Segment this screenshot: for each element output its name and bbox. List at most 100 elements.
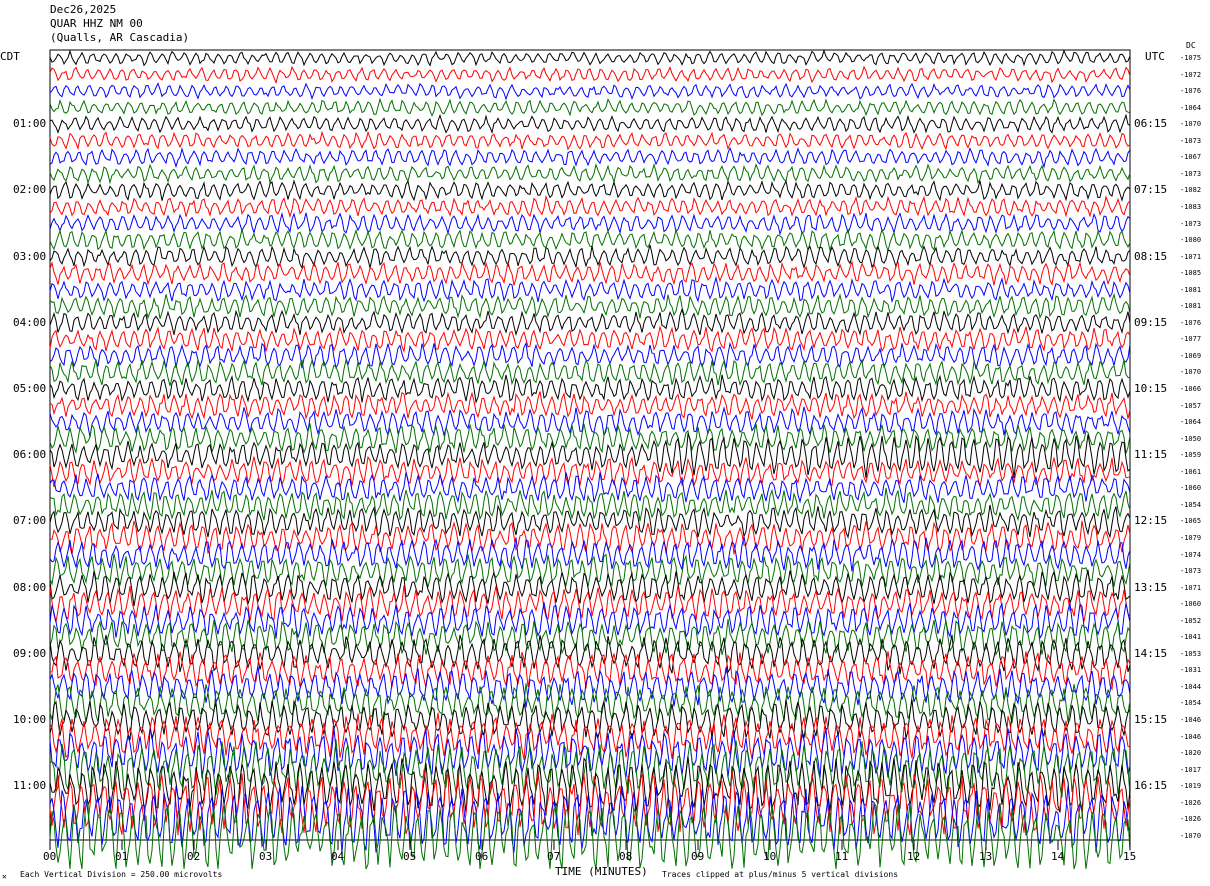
dc-offset-label: -1061 (1180, 467, 1202, 476)
right-time-label: 12:15 (1134, 514, 1168, 528)
dc-offset-label: -1072 (1180, 70, 1202, 79)
left-time-label: 11:00 (13, 779, 47, 793)
trace-line (49, 179, 1131, 202)
dc-offset-label: -1054 (1180, 699, 1202, 708)
trace-line (49, 487, 1131, 522)
dc-offset-label: -1073 (1180, 136, 1202, 145)
trace-line (49, 651, 1131, 691)
x-tick-label: 13 (979, 850, 993, 863)
x-tick-label: 08 (619, 850, 633, 863)
dc-offset-label: -1070 (1180, 831, 1202, 840)
dc-label: DC (1186, 41, 1196, 50)
trace-line (49, 801, 1131, 870)
scale-note: Each Vertical Division = 250.00 microvol… (20, 870, 223, 879)
left-time-label: 05:00 (13, 382, 47, 395)
trace-line (49, 391, 1131, 420)
x-tick-label: 00 (43, 850, 57, 863)
dc-offset-label: -1071 (1180, 252, 1202, 261)
trace-line (49, 307, 1131, 337)
trace-line (49, 227, 1131, 253)
x-tick-label: 10 (763, 850, 777, 863)
trace-line (49, 49, 1131, 67)
x-axis-label: TIME (MINUTES) (555, 865, 648, 878)
trace-line (49, 97, 1131, 117)
right-time-label: 10:15 (1134, 382, 1168, 395)
dc-offset-label: -1046 (1180, 732, 1202, 741)
trace-line (49, 699, 1131, 741)
dc-offset-label: -1081 (1180, 285, 1202, 294)
trace-line (49, 769, 1131, 836)
right-time-label: 11:15 (1134, 448, 1168, 462)
left-time-label: 08:00 (13, 580, 47, 594)
date-label: Dec26,2025 (50, 3, 117, 16)
dc-offset-label: -1064 (1180, 418, 1202, 427)
dc-offset-label: -1026 (1180, 815, 1202, 824)
trace-line (49, 727, 1131, 779)
right-time-label: 13:15 (1134, 580, 1168, 594)
right-time-label: 16:15 (1134, 779, 1168, 793)
plot-frame (49, 49, 1131, 841)
trace-line (49, 341, 1131, 370)
trace-line (49, 275, 1131, 304)
x-tick-label: 03 (259, 850, 273, 863)
dc-offset-label: -1073 (1180, 169, 1202, 178)
left-time-label: 09:00 (13, 646, 47, 660)
dc-offset-label: -1046 (1180, 716, 1202, 724)
trace-line (49, 82, 1131, 101)
dc-offset-label: -1074 (1180, 550, 1202, 559)
x-tick-label: 14 (1051, 850, 1065, 863)
right-time-label: 07:15 (1134, 183, 1168, 197)
dc-offset-label: -1054 (1180, 500, 1202, 509)
trace-line (49, 634, 1131, 675)
trace-line (49, 146, 1131, 169)
right-time-label: 14:15 (1134, 646, 1168, 660)
dc-offset-label: -1082 (1180, 186, 1202, 195)
dc-offset-label: -1076 (1180, 318, 1202, 327)
x-tick-label: 06 (475, 850, 489, 863)
dc-offset-label: -1050 (1180, 434, 1202, 443)
dc-offset-label: -1060 (1180, 600, 1202, 609)
dc-offset-label: -1019 (1180, 782, 1202, 791)
trace-line (49, 683, 1131, 724)
x-tick-label: 07 (547, 850, 561, 863)
trace-line (49, 712, 1131, 760)
trace-line (49, 585, 1131, 623)
dc-offset-label: -1067 (1180, 153, 1202, 162)
location-label: (Qualls, AR Cascadia) (50, 31, 190, 44)
left-time-label: 06:00 (13, 448, 47, 462)
trace-line (49, 325, 1131, 354)
trace-line (49, 244, 1131, 270)
trace-line (49, 432, 1131, 479)
dc-offset-label: -1053 (1180, 649, 1202, 658)
trace-line (49, 211, 1131, 236)
left-time-label: 01:00 (13, 117, 47, 131)
left-time-label: 03:00 (13, 249, 47, 263)
dc-offset-label: -1080 (1180, 236, 1202, 245)
dc-offset-label: -1065 (1180, 517, 1202, 526)
dc-offset-label: -1057 (1180, 401, 1202, 410)
dc-offset-label: -1075 (1180, 54, 1202, 62)
trace-line (49, 520, 1131, 555)
dc-offset-label: -1064 (1180, 103, 1202, 112)
trace-line (49, 666, 1131, 708)
dc-offset-label: -1069 (1180, 351, 1202, 360)
x-tick-label: 15 (1123, 850, 1137, 863)
station-label: QUAR HHZ NM 00 (50, 17, 143, 30)
trace-line (49, 455, 1131, 488)
dc-offset-label: -1060 (1180, 484, 1202, 493)
dc-offset-label: -1079 (1180, 533, 1202, 542)
dc-offset-label: -1076 (1180, 87, 1202, 96)
dc-offset-label: -1044 (1180, 682, 1202, 691)
left-timezone: CDT (0, 50, 20, 63)
dc-offset-label: -1073 (1180, 219, 1202, 228)
dc-offset-label: -1041 (1180, 633, 1202, 642)
dc-offset-label: -1052 (1180, 616, 1202, 625)
left-time-label: 04:00 (13, 315, 47, 329)
trace-line (49, 162, 1131, 185)
dc-offset-label: -1077 (1180, 335, 1202, 344)
trace-line (49, 423, 1131, 455)
dc-offset-label: -1059 (1180, 451, 1202, 460)
trace-line (49, 504, 1131, 540)
trace-line (49, 65, 1131, 85)
